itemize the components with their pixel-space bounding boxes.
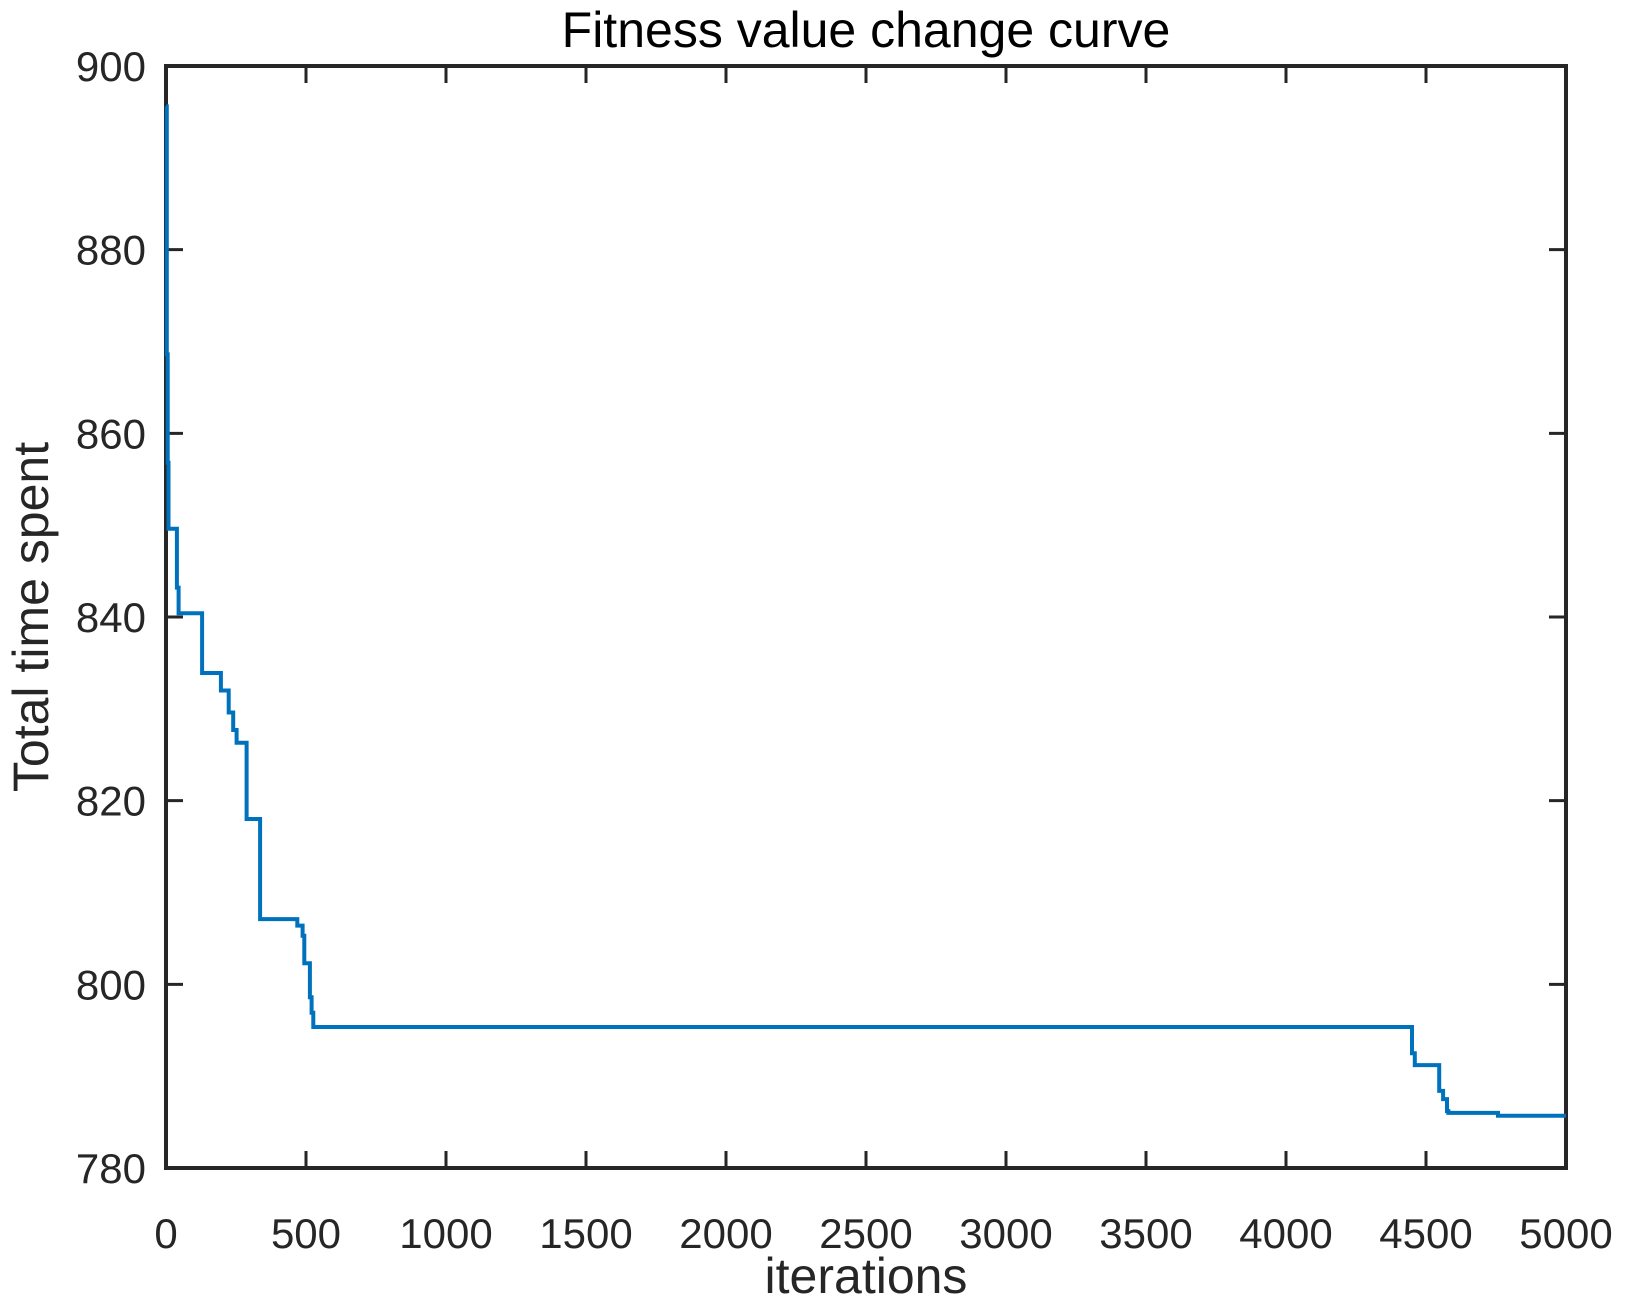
x-tick-label: 4500 [1379, 1210, 1472, 1257]
x-tick-label: 500 [271, 1210, 341, 1257]
x-tick-label: 1000 [399, 1210, 492, 1257]
y-tick-label: 840 [76, 594, 146, 641]
y-axis-label: Total time spent [3, 442, 59, 792]
chart-title: Fitness value change curve [562, 2, 1171, 58]
y-tick-label: 800 [76, 961, 146, 1008]
y-tick-label: 860 [76, 410, 146, 457]
axes-box [164, 64, 1568, 1170]
x-tick-label: 2000 [679, 1210, 772, 1257]
y-tick-label: 880 [76, 227, 146, 274]
fitness-curve [164, 104, 1566, 1118]
y-tick-label: 820 [76, 778, 146, 825]
x-tick-label: 4000 [1239, 1210, 1332, 1257]
x-tick-label: 5000 [1519, 1210, 1612, 1257]
y-tick-label: 900 [76, 43, 146, 90]
plot-dynamic-content: 0 500 1000 1500 2000 2500 3000 3500 4000 4500 5000… [76, 43, 1613, 1257]
x-tick-label: 3000 [959, 1210, 1052, 1257]
y-tick-label: 780 [76, 1145, 146, 1192]
x-tick-label: 0 [154, 1210, 177, 1257]
x-tick-label: 1500 [539, 1210, 632, 1257]
x-axis-label: iterations [765, 1248, 968, 1304]
x-tick-label: 2500 [819, 1210, 912, 1257]
x-tick-label: 3500 [1099, 1210, 1192, 1257]
